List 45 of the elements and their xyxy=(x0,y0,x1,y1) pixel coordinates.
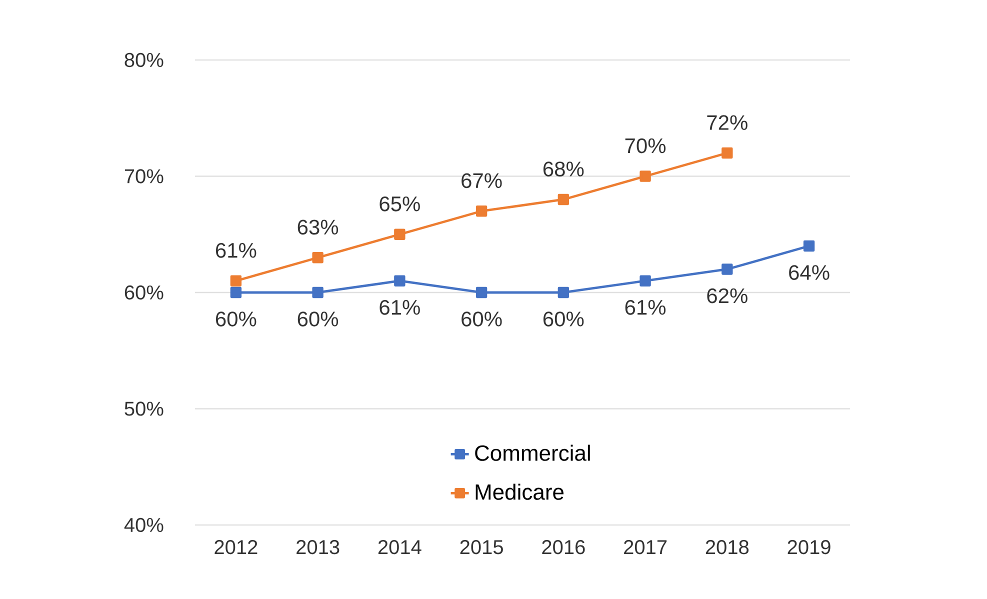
x-tick-label: 2019 xyxy=(788,540,830,554)
data-label: 68% xyxy=(543,162,584,176)
point xyxy=(230,286,242,298)
x-tick-label: 2014 xyxy=(378,540,422,554)
y-tick-label: 50% xyxy=(124,402,164,416)
y-tick-label: 70% xyxy=(124,169,164,184)
data-label: 60% xyxy=(462,312,502,326)
data-label: 61% xyxy=(625,300,666,315)
data-label: 67% xyxy=(462,173,502,188)
point xyxy=(394,228,406,240)
y-tick-label: 40% xyxy=(124,518,164,532)
point xyxy=(640,275,651,286)
data-label: 60% xyxy=(216,312,256,326)
data-label: 64% xyxy=(789,265,830,280)
point xyxy=(558,286,570,298)
x-tick-label: 2013 xyxy=(296,540,340,554)
point xyxy=(558,194,570,206)
legend-label: Medicare xyxy=(476,484,564,500)
point xyxy=(394,275,406,286)
data-label: 63% xyxy=(298,220,338,235)
data-label: 60% xyxy=(543,312,584,326)
x-tick-label: 2017 xyxy=(624,540,667,554)
data-label: 70% xyxy=(625,138,666,154)
point xyxy=(640,170,651,182)
point xyxy=(312,252,324,264)
legend-label: Commercial xyxy=(475,444,590,461)
data-label: 65% xyxy=(380,196,420,212)
data-label: 60% xyxy=(298,312,338,326)
y-tick-label: 60% xyxy=(124,285,164,300)
data-label: 62% xyxy=(707,288,748,304)
point xyxy=(312,286,324,298)
data-label: 61% xyxy=(216,242,256,258)
point xyxy=(476,206,488,217)
data-label: 72% xyxy=(707,115,748,130)
point xyxy=(230,275,242,286)
y-tick-label: 80% xyxy=(124,52,164,68)
x-tick-label: 2018 xyxy=(706,540,749,554)
x-tick-label: 2016 xyxy=(542,540,585,554)
point xyxy=(722,147,733,159)
x-tick-label: 2012 xyxy=(214,540,258,554)
point xyxy=(476,286,488,298)
x-tick-label: 2015 xyxy=(460,540,503,554)
point xyxy=(803,240,815,252)
point xyxy=(722,264,733,275)
data-label: 61% xyxy=(380,300,420,315)
